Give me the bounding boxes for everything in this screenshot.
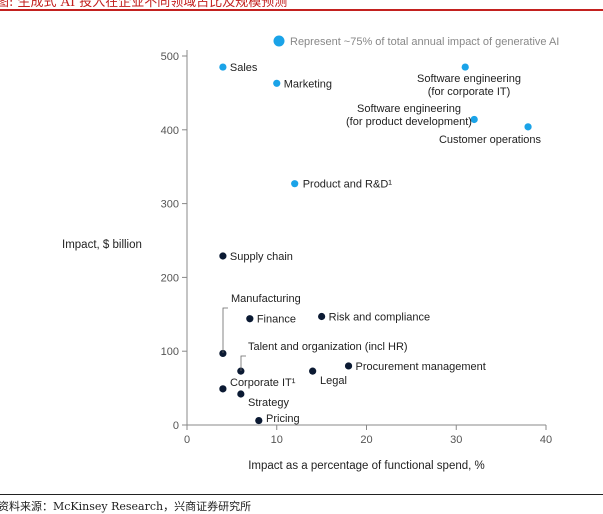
legend-marker — [273, 35, 285, 47]
source-rule — [0, 494, 603, 495]
point-labels: Sales Marketing Software engineering (for c… — [230, 62, 542, 425]
legend-label: Represent ~75% of total annual impact of… — [290, 36, 559, 48]
y-tick-label: 400 — [161, 125, 179, 137]
data-point — [291, 180, 299, 188]
point-label: Marketing — [284, 78, 332, 90]
point-label: Finance — [257, 314, 296, 326]
data-point — [470, 115, 478, 124]
point-label: Product and R&D¹ — [303, 179, 393, 191]
y-tick-label: 200 — [161, 272, 179, 284]
caption-rule — [0, 9, 603, 11]
data-point — [219, 385, 227, 393]
y-axis-title: Impact, $ billion — [62, 239, 142, 251]
data-point — [219, 63, 227, 71]
point-label: Software engineering (for corporate IT) — [417, 73, 521, 98]
point-label: Corporate IT¹ — [230, 377, 296, 389]
x-tick-label: 40 — [540, 434, 552, 446]
figure-caption: 图: 生成式 AI 投入在企业不同领域占比及规模预测 — [0, 0, 288, 10]
y-tick-label: 500 — [161, 51, 179, 63]
point-label: Customer operations — [439, 134, 542, 146]
point-label: Software engineering (for product develop… — [346, 103, 472, 128]
point-label: Pricing — [266, 413, 300, 425]
point-label: Manufacturing — [231, 293, 301, 305]
data-point — [255, 416, 263, 425]
axes: 0 100 200 300 400 500 0 10 20 30 40 — [161, 50, 552, 446]
data-point — [461, 63, 469, 71]
point-label: Risk and compliance — [329, 312, 431, 324]
x-tick-label: 20 — [360, 434, 372, 446]
leader-line — [240, 355, 246, 371]
leader-line — [222, 307, 228, 353]
point-label: Supply chain — [230, 251, 293, 263]
data-point — [219, 349, 227, 358]
legend: Represent ~75% of total annual impact of… — [273, 35, 559, 48]
point-label: Strategy — [248, 397, 289, 409]
data-point — [318, 312, 326, 321]
x-tick-label: 0 — [184, 434, 190, 446]
point-label: Talent and organization (incl HR) — [248, 341, 408, 353]
y-tick-label: 100 — [161, 346, 179, 358]
leader-lines — [222, 307, 246, 371]
point-label: Legal — [320, 375, 347, 387]
x-axis-title: Impact as a percentage of functional spe… — [248, 460, 485, 472]
source-note: 资料来源：McKinsey Research，兴商证券研究所 — [0, 500, 252, 513]
data-point — [344, 362, 353, 370]
data-point — [273, 79, 281, 87]
data-point — [309, 367, 317, 375]
data-points — [219, 63, 532, 425]
data-point — [246, 315, 254, 323]
y-tick-label: 0 — [173, 420, 179, 432]
x-tick-label: 30 — [450, 434, 462, 446]
data-point — [219, 252, 227, 260]
scatter-chart: 0 100 200 300 400 500 0 10 20 30 40 Represent ~75%… — [62, 35, 559, 472]
point-label: Procurement management — [356, 361, 486, 373]
data-point — [237, 367, 245, 375]
data-point — [524, 123, 532, 131]
point-label: Sales — [230, 62, 258, 74]
data-point — [237, 390, 245, 398]
y-tick-label: 300 — [161, 199, 179, 211]
x-tick-label: 10 — [271, 434, 283, 446]
